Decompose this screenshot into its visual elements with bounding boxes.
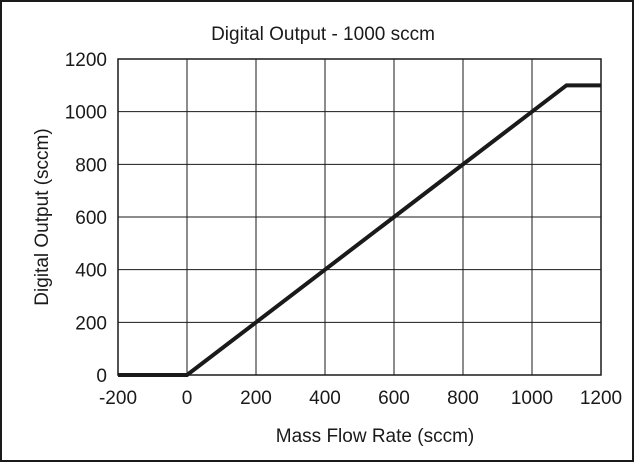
- plot-area-border: [117, 58, 602, 376]
- y-tick-label: 0: [96, 366, 107, 387]
- y-tick-label: 200: [75, 313, 107, 334]
- y-tick-label: 600: [75, 208, 107, 229]
- y-tick-label: 400: [75, 261, 107, 282]
- y-tick-label: 800: [75, 155, 107, 176]
- chart-title: Digital Output - 1000 sccm: [211, 24, 435, 45]
- x-axis-ticks: -200 0 200 400 600 800 1000 1200: [99, 388, 622, 409]
- series-line: [118, 83, 601, 377]
- x-axis-label: Mass Flow Rate (sccm): [276, 426, 474, 447]
- x-tick-label: -200: [99, 388, 137, 409]
- y-axis-label: Digital Output (sccm): [32, 128, 53, 305]
- series-layer: [118, 83, 601, 377]
- x-tick-label: 600: [378, 388, 410, 409]
- x-tick-label: 1000: [511, 388, 553, 409]
- y-axis-ticks: 0 200 400 600 800 1000 1200: [65, 50, 107, 387]
- x-tick-label: 200: [240, 388, 272, 409]
- x-tick-label: 1200: [580, 388, 622, 409]
- x-tick-label: 800: [447, 388, 479, 409]
- y-tick-label: 1200: [65, 50, 107, 71]
- y-tick-label: 1000: [65, 103, 107, 124]
- x-tick-label: 0: [182, 388, 193, 409]
- x-tick-label: 400: [309, 388, 341, 409]
